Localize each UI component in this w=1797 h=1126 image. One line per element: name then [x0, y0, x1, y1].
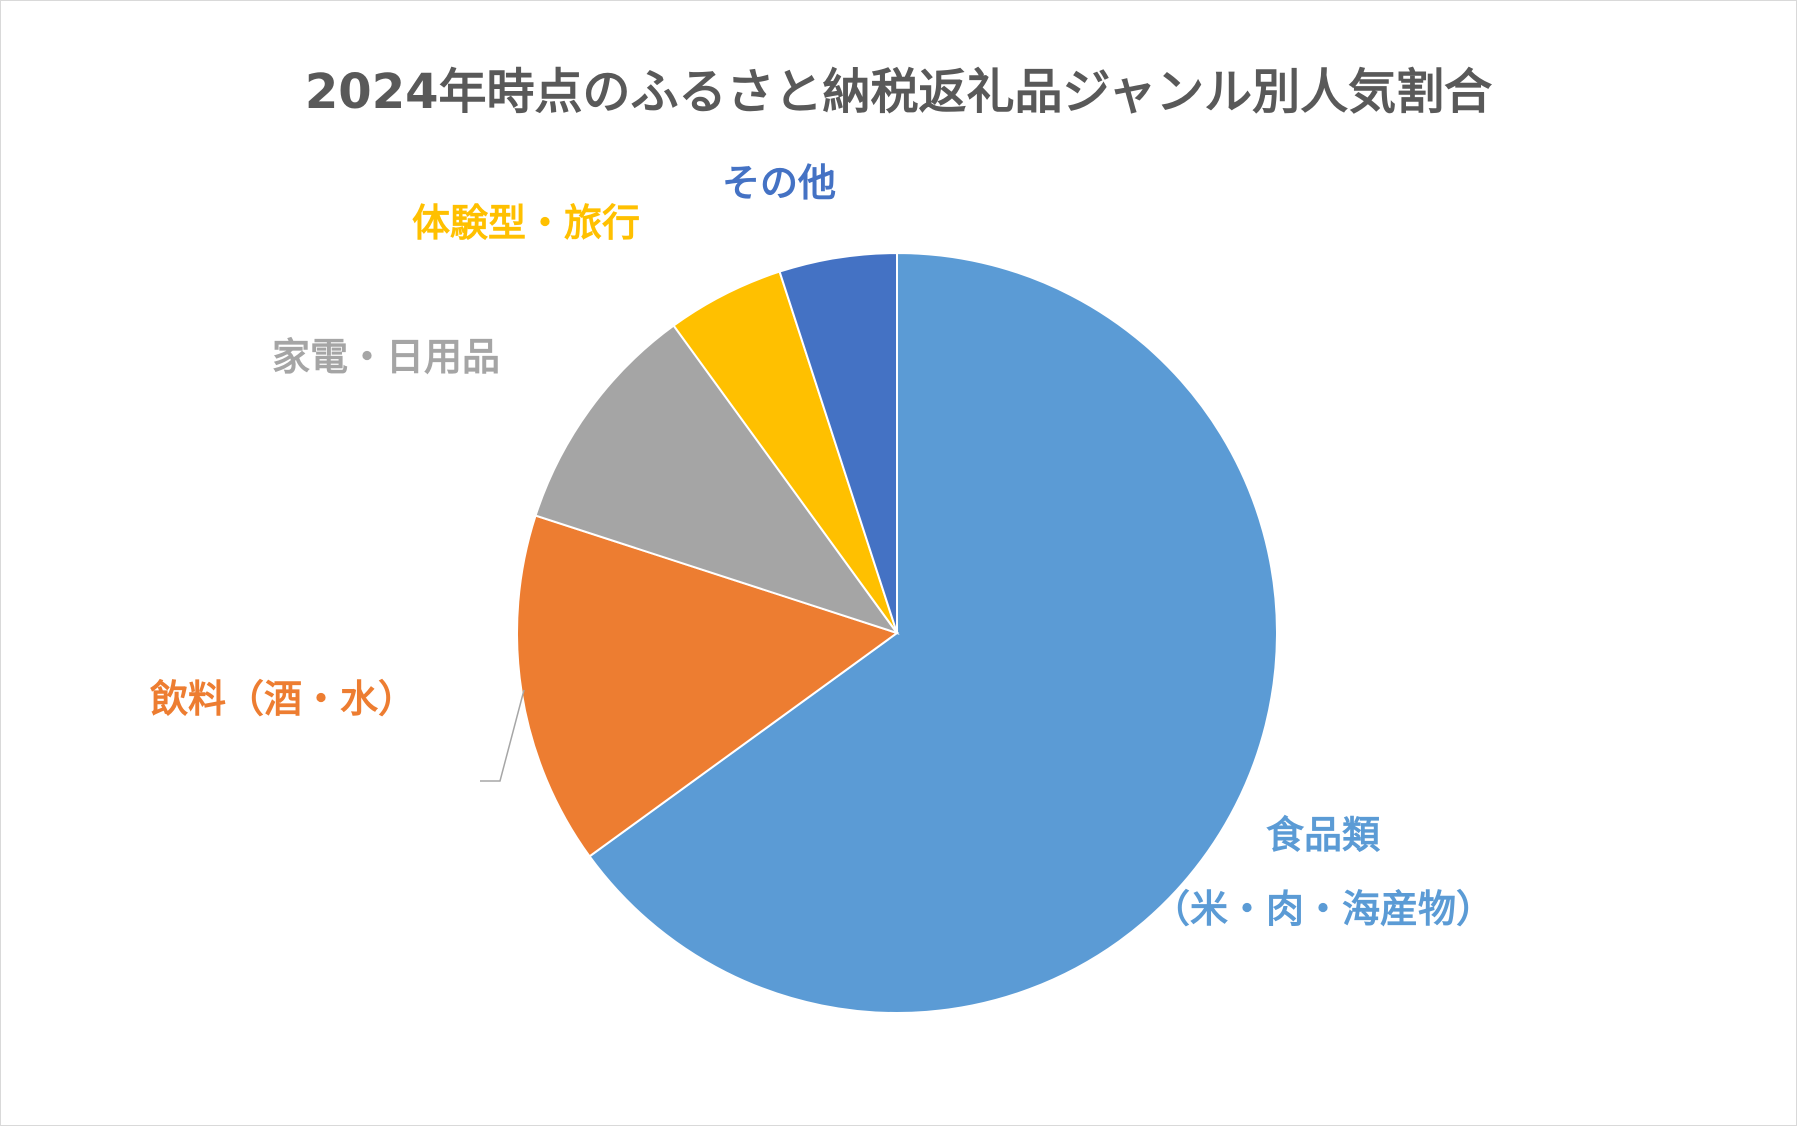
- pie-slice-1: [588, 251, 1278, 1014]
- slice-label-1-line-1: 食品類: [1266, 813, 1381, 857]
- slice-label-2: 飲料（酒・水）: [150, 677, 416, 721]
- slice-label-5: その他: [722, 161, 836, 205]
- pie-slice-5: [778, 251, 898, 634]
- slice-label-3: 家電・日用品: [272, 335, 500, 379]
- pie-slice-3: [534, 324, 900, 635]
- slice-label-1-line-2: （米・肉・海産物）: [1152, 887, 1494, 931]
- pie-slice-2: [516, 514, 900, 858]
- slice-label-4: 体験型・旅行: [412, 201, 640, 245]
- chart-title: 2024年時点のふるさと納税返礼品ジャンル別人気割合: [304, 64, 1493, 120]
- leader-line: [480, 689, 525, 782]
